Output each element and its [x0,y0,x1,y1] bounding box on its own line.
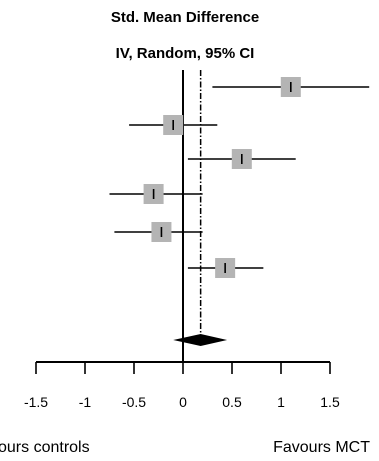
right-favour-label: Favours MCT [273,439,370,456]
pooled-diamond [173,334,228,346]
chart-subtitle: IV, Random, 95% CI [116,45,255,62]
x-tick-label: -1.5 [24,394,48,410]
plot-marks: -1.5 -1 -0.5 0 0.5 1 1.5 [24,70,370,410]
left-favour-label: ours controls [0,439,90,456]
x-tick-label: 1 [277,394,285,410]
x-tick-label: -1 [79,394,92,410]
x-tick-label: 0.5 [222,394,242,410]
x-tick-label: 1.5 [320,394,340,410]
chart-title: Std. Mean Difference [111,9,259,26]
x-tick-label: -0.5 [122,394,146,410]
x-tick-label: 0 [179,394,187,410]
